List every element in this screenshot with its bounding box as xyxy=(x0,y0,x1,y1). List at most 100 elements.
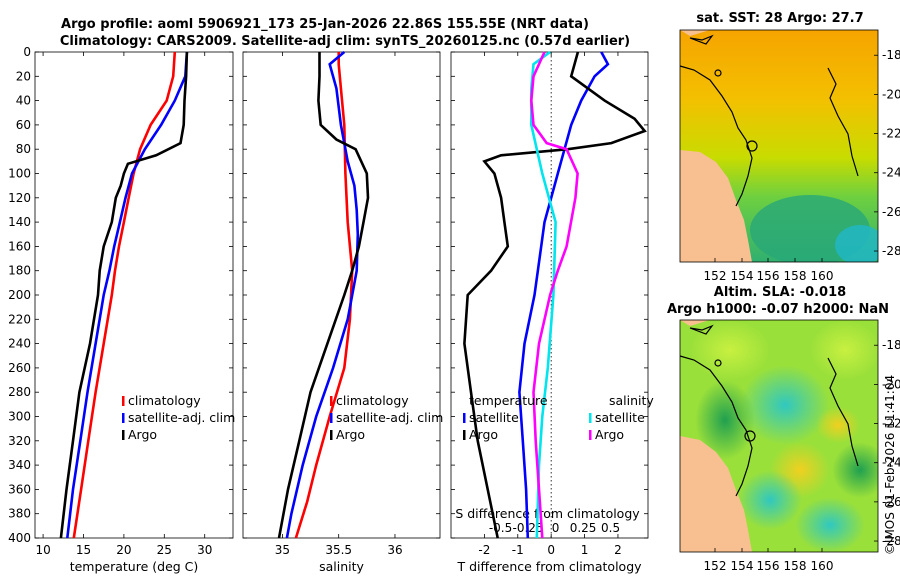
lon-tick-label: 154 xyxy=(731,559,754,573)
depth-tick-label: 80 xyxy=(16,142,31,156)
legend-swatch xyxy=(122,413,125,423)
depth-tick-label: 180 xyxy=(8,264,31,278)
difference-panel: -2 -1 0 1 2 T difference from climatology -0.5… xyxy=(450,50,654,574)
series-t-argo xyxy=(463,51,647,539)
series-satellite-adj-clim xyxy=(285,51,360,539)
lon-tick-label: 160 xyxy=(811,269,834,283)
depth-tick-label: 260 xyxy=(8,361,31,375)
axes-box xyxy=(34,51,234,539)
series-argo xyxy=(59,51,189,539)
lon-tick-label: 156 xyxy=(757,559,780,573)
lat-tick-label: -22 xyxy=(882,127,900,141)
depth-tick-label: 280 xyxy=(8,385,31,399)
sla-map-title-line1: Altim. SLA: -0.018 xyxy=(714,285,846,300)
s-tick-label: 0 xyxy=(552,521,560,535)
depth-tick-label: 340 xyxy=(8,458,31,472)
sla-map-title-line2: Argo h1000: -0.07 h2000: NaN xyxy=(667,302,889,317)
legend-label: Argo xyxy=(128,427,157,442)
legend-swatch xyxy=(330,396,333,406)
depth-tick-label: 240 xyxy=(8,337,31,351)
legend-swatch xyxy=(330,413,333,423)
lon-tick-label: 158 xyxy=(784,269,807,283)
credit-text: ©IMOS 01-Feb-2026 11:41:04 xyxy=(883,375,897,555)
s-tick-label: 0.5 xyxy=(601,521,620,535)
lon-tick-label: 156 xyxy=(757,269,780,283)
x-tick-label: -2 xyxy=(478,543,490,557)
lat-tick-label: -22 xyxy=(882,417,900,431)
lat-tick-label: -26 xyxy=(882,205,900,219)
legend-swatch xyxy=(463,430,466,440)
legend-label: Argo xyxy=(469,427,498,442)
legend-label: climatology xyxy=(336,393,409,408)
depth-tick-label: 20 xyxy=(16,69,31,83)
depth-tick-label: 0 xyxy=(23,45,31,59)
series-climatology xyxy=(72,51,177,539)
lat-tick-label: -24 xyxy=(882,166,900,180)
x-tick-label: 1 xyxy=(581,543,589,557)
legend-label: satellite-adj. clim xyxy=(128,410,235,425)
depth-tick-label: 60 xyxy=(16,118,31,132)
s-axis-label: S difference from climatology xyxy=(455,506,640,521)
lon-tick-label: 152 xyxy=(704,269,727,283)
x-tick-label: 36 xyxy=(387,543,402,557)
sla-land-mass xyxy=(680,436,752,552)
legend-swatch xyxy=(330,430,333,440)
lat-tick-label: -18 xyxy=(882,48,900,62)
salinity-panel: 35 35.5 36 salinity climatology satellite-adj… xyxy=(242,51,443,574)
legend-swatch xyxy=(589,430,592,440)
series-s-argo xyxy=(529,51,579,539)
x-tick-label: 10 xyxy=(35,543,50,557)
legend-title: temperature xyxy=(469,393,548,408)
sst-map-title: sat. SST: 28 Argo: 27.7 xyxy=(696,11,863,26)
legend-title: salinity xyxy=(609,393,654,408)
legend-swatch xyxy=(589,413,592,423)
s-tick-label: -0.5 xyxy=(489,521,512,535)
lat-tick-label: -18 xyxy=(882,338,900,352)
x-tick-label: 35.5 xyxy=(325,543,352,557)
x-tick-label: 35 xyxy=(275,543,290,557)
legend-label: Argo xyxy=(595,427,624,442)
depth-tick-label: 220 xyxy=(8,312,31,326)
legend-label: satellite xyxy=(469,410,519,425)
depth-tick-label: 140 xyxy=(8,215,31,229)
lat-tick-label: -28 xyxy=(882,534,900,548)
depth-tick-label: 320 xyxy=(8,434,31,448)
x-tick-label: 20 xyxy=(116,543,131,557)
lat-tick-label: -26 xyxy=(882,495,900,509)
s-tick-label: 0.25 xyxy=(570,521,597,535)
x-axis-label: salinity xyxy=(319,559,364,574)
sst-coast-contours xyxy=(679,34,859,207)
chart-title-line1: Argo profile: aoml 5906921_173 25-Jan-20… xyxy=(61,17,589,32)
x-axis-label: T difference from climatology xyxy=(456,559,642,574)
x-tick-label: 25 xyxy=(157,543,172,557)
temperature-panel: 0 20 40 60 80 100 120 140 160 180 200 220 240 260 280 3… xyxy=(8,45,235,574)
depth-tick-label: 400 xyxy=(8,531,31,545)
lon-tick-label: 158 xyxy=(784,559,807,573)
x-tick-label: 0 xyxy=(547,543,555,557)
lat-tick-label: -20 xyxy=(882,377,900,391)
depth-tick-label: 200 xyxy=(8,288,31,302)
depth-tick-label: 100 xyxy=(8,167,31,181)
chart-title-line2: Climatology: CARS2009. Satellite-adj cli… xyxy=(60,34,630,49)
depth-tick-label: 360 xyxy=(8,482,31,496)
lat-tick-label: -24 xyxy=(882,456,900,470)
x-tick-label: -1 xyxy=(512,543,524,557)
sst-map xyxy=(680,30,878,262)
lon-tick-label: 154 xyxy=(731,269,754,283)
lon-tick-label: 152 xyxy=(704,559,727,573)
sst-land-mass xyxy=(680,150,752,262)
depth-tick-label: 40 xyxy=(16,94,31,108)
legend-swatch xyxy=(122,396,125,406)
depth-tick-label: 160 xyxy=(8,239,31,253)
x-tick-label: 15 xyxy=(76,543,91,557)
legend-label: climatology xyxy=(128,393,201,408)
x-tick-label: 30 xyxy=(197,543,212,557)
x-tick-label: 2 xyxy=(614,543,622,557)
lat-tick-label: -28 xyxy=(882,244,900,258)
series-argo xyxy=(277,52,370,539)
lat-tick-label: -20 xyxy=(882,87,900,101)
x-axis-label: temperature (deg C) xyxy=(70,559,199,574)
legend-label: satellite-adj. clim xyxy=(336,410,443,425)
depth-tick-label: 380 xyxy=(8,507,31,521)
